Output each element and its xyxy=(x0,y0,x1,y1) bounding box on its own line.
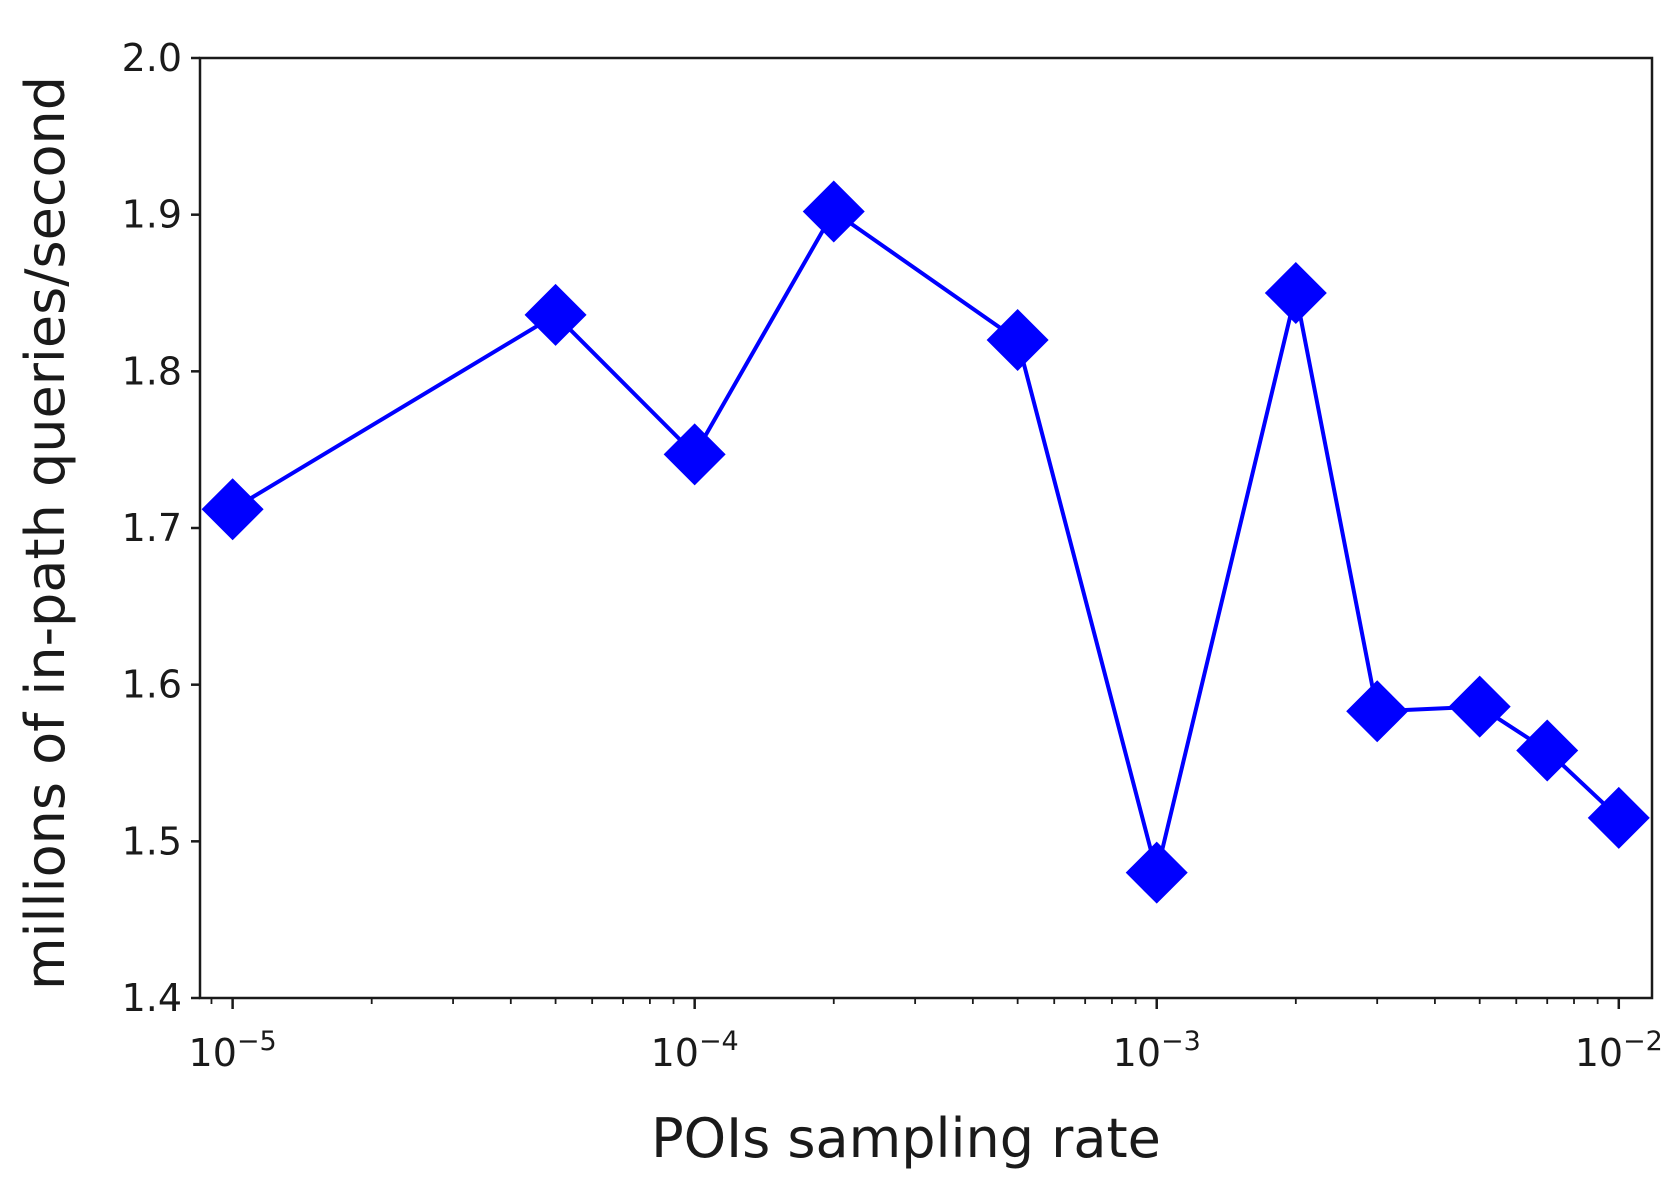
series-line xyxy=(231,209,1621,875)
data-point-marker xyxy=(1448,675,1511,738)
y-tick-label: 1.7 xyxy=(122,506,182,550)
x-axis-title: POIs sampling rate xyxy=(651,1107,1161,1170)
x-tick-base: 10 xyxy=(1113,1031,1161,1075)
x-tick-label: 10−5 xyxy=(189,1026,277,1075)
x-tick-label: 10−2 xyxy=(1575,1026,1663,1075)
x-tick-exponent: −4 xyxy=(699,1026,739,1057)
x-tick-labels: 10−5 10−4 10−3 10−2 xyxy=(189,1026,1663,1075)
y-axis-title: millions of in-path queries/second xyxy=(14,76,77,990)
x-tick-base: 10 xyxy=(1575,1031,1623,1075)
y-tick-label: 1.8 xyxy=(122,349,182,393)
y-tick-label: 1.9 xyxy=(122,193,182,237)
y-tick-label: 2.0 xyxy=(122,36,182,80)
data-point-marker xyxy=(663,423,726,486)
plot-frame xyxy=(198,56,1654,1000)
data-point-marker xyxy=(1125,841,1188,904)
data-point-marker xyxy=(1587,786,1650,849)
data-point-marker xyxy=(1516,719,1579,782)
x-tick-label: 10−3 xyxy=(1113,1026,1201,1075)
data-point-marker xyxy=(524,283,587,346)
y-tick-label: 1.4 xyxy=(122,976,182,1020)
y-tick-label: 1.6 xyxy=(122,663,182,707)
x-tick-exponent: −2 xyxy=(1623,1026,1663,1057)
data-point-marker xyxy=(201,478,264,541)
y-tick-label: 1.5 xyxy=(122,819,182,863)
axis-ticks xyxy=(191,56,1621,1009)
data-point-marker xyxy=(1264,262,1327,324)
x-tick-exponent: −3 xyxy=(1161,1026,1201,1057)
data-point-marker xyxy=(802,180,865,243)
series-layer xyxy=(201,180,1650,904)
x-tick-exponent: −5 xyxy=(237,1026,277,1057)
x-tick-base: 10 xyxy=(651,1031,699,1075)
data-point-marker xyxy=(1346,680,1409,743)
y-tick-labels: 1.4 1.5 1.6 1.7 1.8 1.9 2.0 xyxy=(122,36,182,1020)
data-point-marker xyxy=(986,309,1049,371)
x-tick-base: 10 xyxy=(189,1031,237,1075)
x-tick-label: 10−4 xyxy=(651,1026,739,1075)
